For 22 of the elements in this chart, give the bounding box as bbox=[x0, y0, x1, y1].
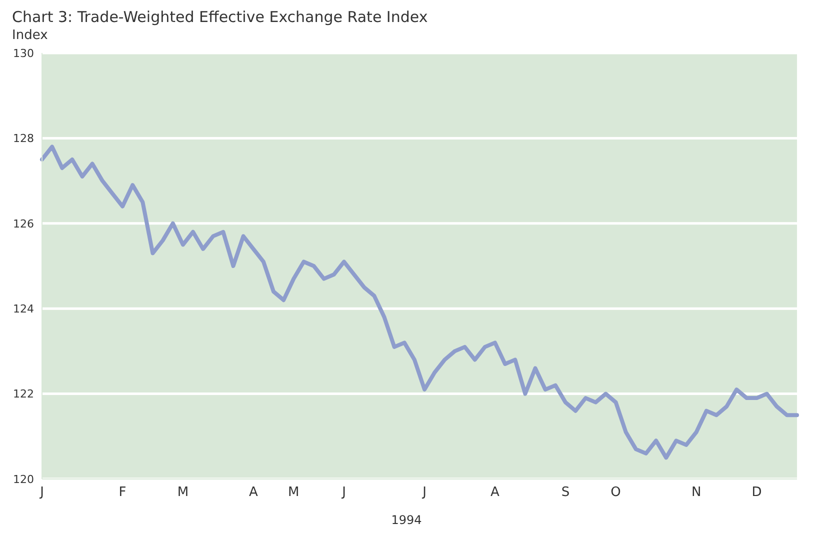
x-tick-label: D bbox=[752, 485, 762, 500]
chart-title: Chart 3: Trade-Weighted Effective Exchange Rate Index bbox=[11, 8, 429, 28]
x-tick-label: A bbox=[490, 485, 500, 500]
y-tick-label: 120 bbox=[13, 472, 34, 486]
x-tick-label: J bbox=[341, 485, 346, 500]
y-axis-title: Index bbox=[11, 28, 49, 43]
y-tick-label: 130 bbox=[13, 46, 34, 60]
x-axis-title: 1994 bbox=[390, 513, 423, 527]
x-tick-label: J bbox=[39, 485, 44, 500]
x-tick-label: N bbox=[691, 485, 702, 500]
y-tick-label: 124 bbox=[13, 302, 34, 316]
line-series bbox=[40, 144, 799, 460]
x-tick-label: M bbox=[177, 485, 189, 500]
x-tick-label: A bbox=[248, 485, 258, 500]
y-tick-label: 126 bbox=[13, 217, 34, 230]
y-tick-label: 122 bbox=[13, 388, 34, 401]
x-tick-label: S bbox=[561, 485, 570, 500]
x-tick-label: O bbox=[610, 485, 621, 500]
x-tick-label: F bbox=[118, 485, 126, 500]
x-tick-label: M bbox=[288, 485, 300, 500]
y-tick-label: 128 bbox=[13, 132, 34, 146]
x-tick-label: J bbox=[422, 485, 426, 500]
